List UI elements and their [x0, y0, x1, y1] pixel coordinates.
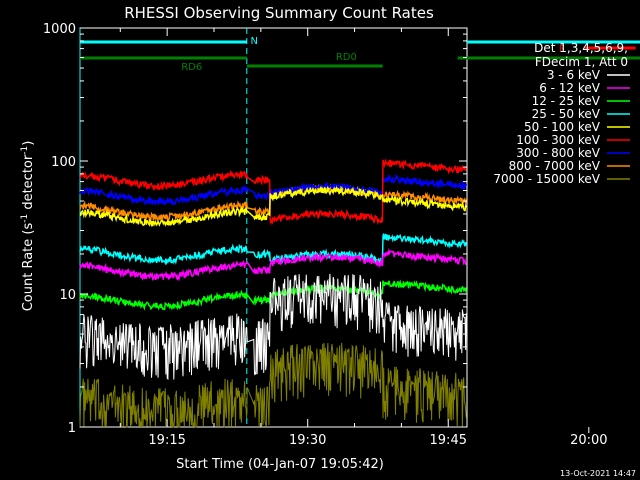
y-tick-label: 100: [51, 155, 76, 170]
y-tick-label: 1000: [43, 22, 76, 37]
series-line: [79, 158, 467, 226]
annotation-label: RD0: [336, 52, 357, 63]
legend-entry-label: 6 - 12 keV: [539, 81, 601, 95]
axis-layer: 110100100019:1519:3019:4520:0020:1520:30…: [43, 22, 608, 448]
legend-entry-label: 12 - 25 keV: [532, 94, 601, 108]
y-tick-label: 1: [68, 421, 76, 436]
x-axis-label: Start Time (04-Jan-07 19:05:42): [176, 457, 384, 472]
x-tick-label: 19:45: [430, 433, 467, 448]
series-line: [79, 185, 467, 228]
annotation-label: RD6: [181, 62, 202, 73]
x-tick-label: 19:30: [289, 433, 326, 448]
y-axis-label-sup2: -1: [20, 146, 30, 155]
legend-entry-label: 100 - 300 keV: [516, 133, 600, 147]
annotation-layer: N RD0 RD6 F: [80, 36, 640, 73]
legend-entry-label: 50 - 100 keV: [524, 120, 601, 134]
series-line: [79, 342, 467, 428]
y-axis-label-end: ): [21, 141, 36, 146]
legend-header-line-1: Det 1,3,4,5,6,9,: [534, 41, 628, 55]
y-axis-label-sup1: -1: [20, 214, 30, 223]
series-line: [79, 273, 467, 381]
chart-title: RHESSI Observing Summary Count Rates: [124, 4, 434, 22]
legend-entry-label: 25 - 50 keV: [532, 107, 601, 121]
series-layer: [79, 158, 468, 428]
x-tick-label: 20:00: [570, 433, 607, 448]
legend: Det 1,3,4,5,6,9, FDecim 1, Att 0 3 - 6 k…: [493, 41, 630, 186]
legend-entry-label: 300 - 800 keV: [516, 146, 600, 160]
y-axis-label-main: Count Rate (s: [21, 223, 36, 312]
annotation-label: N: [251, 36, 258, 47]
series-line: [79, 279, 468, 311]
legend-entry-label: 7000 - 15000 keV: [493, 172, 600, 186]
annotation-label: F: [559, 44, 565, 55]
y-axis-label: Count Rate (s-1 detector-1): [20, 141, 36, 312]
legend-entry-label: 3 - 6 keV: [547, 68, 601, 82]
y-axis-label-mid: detector: [21, 154, 36, 214]
generation-timestamp: 13-Oct-2021 14:47: [560, 469, 636, 478]
series-line: [79, 247, 467, 282]
y-tick-label: 10: [59, 288, 76, 303]
x-tick-label: 19:15: [148, 433, 185, 448]
legend-header-line-2: FDecim 1, Att 0: [535, 55, 628, 69]
series-line: [79, 173, 468, 207]
legend-entry-label: 800 - 7000 keV: [509, 159, 601, 173]
